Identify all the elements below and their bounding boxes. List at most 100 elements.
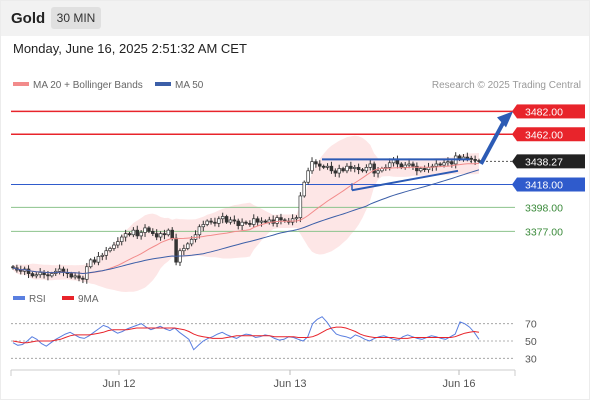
- level-tag-pointer: [512, 104, 517, 119]
- legend-ma9: 9MA: [62, 294, 99, 305]
- level-label-3418.00: 3418.00: [525, 180, 563, 192]
- level-tag-pointer: [512, 154, 517, 169]
- candle-body: [26, 268, 31, 274]
- ma50-swatch: [155, 82, 171, 87]
- level-tag-3462.00: [517, 127, 585, 142]
- candle-body: [306, 170, 310, 183]
- rsi-tick-50: 50: [525, 336, 537, 348]
- candle-body: [127, 233, 132, 236]
- candle-body: [473, 159, 477, 161]
- triangle-lower-line: [351, 169, 459, 192]
- candle-body: [314, 161, 318, 165]
- time-tick-label: Jun 13: [273, 378, 306, 390]
- candle-body: [465, 156, 470, 159]
- candle-body: [364, 167, 369, 172]
- ma50-line: [12, 169, 480, 275]
- candle-body: [96, 256, 101, 263]
- rsi-label: RSI: [29, 294, 46, 305]
- candle-body: [337, 168, 341, 174]
- candle-body: [166, 229, 171, 236]
- candle-body: [438, 163, 442, 166]
- candle-body: [411, 163, 415, 167]
- top-bar: Gold 30 MIN: [0, 0, 590, 36]
- level-label-3462.00: 3462.00: [525, 129, 563, 141]
- candle-body: [255, 218, 260, 223]
- candle-body: [341, 168, 345, 172]
- candle-body: [415, 165, 419, 172]
- time-tick-label: Jun 16: [442, 378, 475, 390]
- legend-ma20: MA 20 + Bollinger Bands: [13, 80, 143, 91]
- candle-body: [352, 167, 357, 169]
- candle-body: [263, 220, 268, 223]
- candle-body: [119, 236, 124, 242]
- candle-body: [139, 232, 143, 237]
- rsi-swatch: [13, 296, 25, 301]
- series-9ma: [12, 326, 480, 344]
- candle-body: [217, 218, 221, 224]
- candle-body: [442, 162, 446, 166]
- candle-body: [158, 233, 163, 238]
- candle-body: [403, 164, 407, 168]
- interval-selector[interactable]: 30 MIN: [51, 7, 101, 29]
- candle-body: [38, 272, 42, 276]
- level-tag-pointer: [512, 177, 517, 192]
- candle-body: [333, 170, 338, 174]
- rsi-tick-30: 30: [525, 353, 537, 365]
- candle-body: [100, 254, 105, 257]
- candle-body: [81, 277, 85, 280]
- candle-body: [108, 248, 112, 252]
- candle-body: [147, 227, 151, 232]
- ma9-label: 9MA: [78, 294, 99, 305]
- level-tag-3482.00: [517, 104, 585, 119]
- candle-body: [220, 216, 225, 220]
- candle-body: [19, 269, 23, 272]
- candle-body: [92, 259, 97, 263]
- candle-body: [450, 161, 454, 165]
- candle-body: [329, 165, 334, 172]
- candle-body: [50, 273, 54, 277]
- candle-body: [112, 244, 116, 249]
- level-tag-3438.27: [517, 154, 585, 169]
- candle-body: [275, 217, 279, 224]
- candle-body: [213, 221, 217, 224]
- time-tick-label: Jun 12: [102, 378, 135, 390]
- candle-body: [170, 229, 174, 239]
- candle-body: [477, 160, 481, 162]
- candle-body: [325, 165, 330, 168]
- ma20-swatch: [13, 82, 29, 87]
- candle-body: [240, 221, 244, 226]
- candle-body: [189, 238, 194, 245]
- candle-body: [302, 181, 307, 197]
- candle-body: [434, 163, 439, 167]
- candle-body: [131, 229, 136, 236]
- candle-body: [236, 220, 240, 226]
- candle-body: [205, 220, 209, 225]
- candle-body: [321, 165, 326, 168]
- ma50-label: MA 50: [175, 80, 204, 91]
- level-tag-pointer: [512, 127, 517, 142]
- candle-body: [57, 268, 62, 272]
- candle-body: [259, 220, 264, 223]
- level-label-3438.27: 3438.27: [525, 156, 563, 168]
- candle-body: [116, 241, 120, 246]
- candle-body: [123, 233, 128, 238]
- candle-body: [104, 250, 108, 256]
- projection-arrow-shaft: [479, 118, 507, 165]
- candle-body: [186, 243, 190, 249]
- candle-body: [407, 163, 411, 166]
- candle-body: [310, 161, 314, 172]
- ma20-label: MA 20 + Bollinger Bands: [33, 80, 143, 91]
- candle-body: [419, 168, 423, 172]
- symbol-title: Gold: [11, 10, 46, 27]
- candle-body: [154, 233, 159, 238]
- candle-body: [387, 162, 392, 168]
- candle-body: [248, 222, 252, 225]
- candle-body: [290, 218, 295, 223]
- rsi-tick-70: 70: [525, 319, 537, 331]
- candle-body: [209, 220, 213, 223]
- bollinger-band: [13, 135, 479, 292]
- level-label-3482.00: 3482.00: [525, 106, 563, 118]
- rsi-panel: 70 50 30: [11, 316, 537, 365]
- candle-body: [228, 219, 233, 223]
